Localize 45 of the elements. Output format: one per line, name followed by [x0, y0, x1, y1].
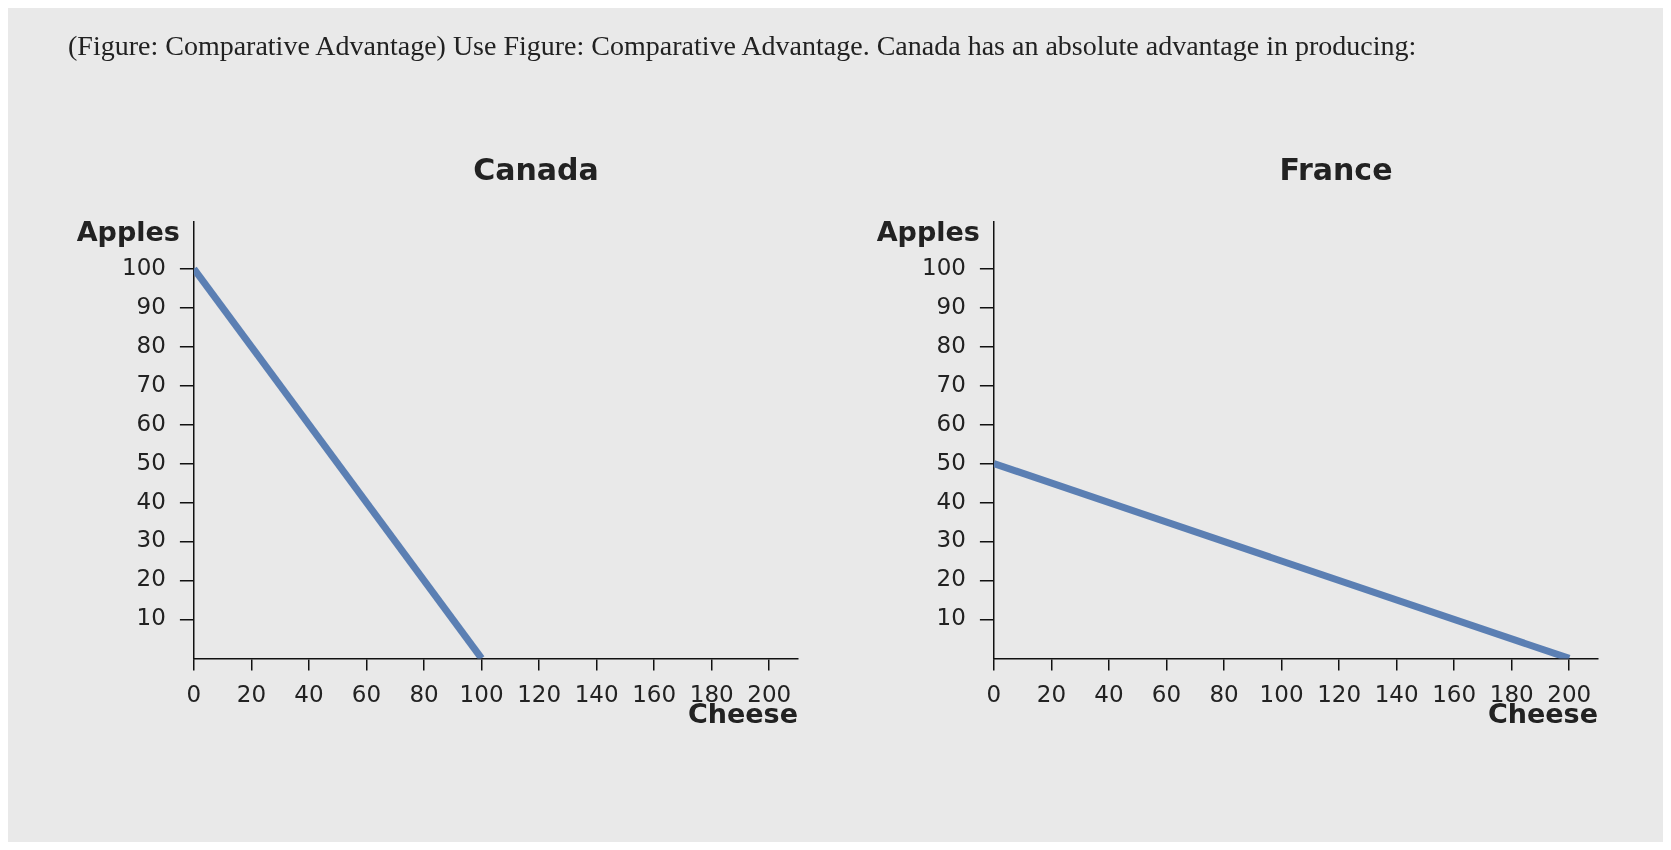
y-tick-label: 100	[121, 253, 166, 280]
y-tick-label: 80	[936, 331, 966, 358]
chart-title: Canada	[473, 151, 599, 187]
y-tick-label: 40	[936, 487, 966, 514]
x-tick-label: 160	[632, 681, 677, 708]
y-tick-label: 100	[921, 253, 966, 280]
x-tick-label: 100	[459, 681, 504, 708]
chart-title: France	[1279, 151, 1393, 187]
y-tick-label: 40	[136, 487, 166, 514]
x-tick-label: 140	[1374, 681, 1419, 708]
y-axis-title: Apples	[876, 216, 980, 248]
x-tick-label: 20	[1036, 681, 1067, 708]
y-tick-label: 50	[136, 448, 166, 475]
y-tick-label: 60	[936, 409, 966, 436]
x-tick-label: 80	[1209, 681, 1239, 708]
x-tick-label: 60	[351, 681, 382, 708]
x-tick-label: 140	[574, 681, 619, 708]
y-tick-label: 20	[136, 565, 166, 592]
x-tick-label: 100	[1259, 681, 1304, 708]
x-tick-label: 60	[1151, 681, 1182, 708]
x-tick-label: 120	[1317, 681, 1362, 708]
x-tick-label: 200	[1547, 681, 1592, 708]
x-tick-label: 0	[186, 681, 202, 708]
y-tick-label: 60	[136, 409, 166, 436]
y-tick-label: 50	[936, 448, 966, 475]
text: (Figure: Comparative Advantage) Use Figure: Comparative Advantage. Canada has an absolute advantage in producing:	[67, 29, 1418, 62]
y-tick-label: 90	[136, 292, 166, 319]
y-tick-label: 90	[936, 292, 966, 319]
y-tick-label: 70	[136, 370, 166, 397]
x-tick-label: 200	[747, 681, 792, 708]
x-tick-label: 80	[409, 681, 439, 708]
x-tick-label: 20	[236, 681, 267, 708]
x-tick-label: 40	[1094, 681, 1124, 708]
x-tick-label: 40	[294, 681, 324, 708]
x-tick-label: 120	[517, 681, 562, 708]
y-axis-title: Apples	[76, 216, 180, 248]
y-tick-label: 70	[936, 370, 966, 397]
y-tick-label: 80	[136, 331, 166, 358]
y-tick-label: 30	[136, 526, 166, 553]
y-tick-label: 10	[936, 604, 966, 631]
x-tick-label: 160	[1432, 681, 1477, 708]
y-tick-label: 30	[936, 526, 966, 553]
y-tick-label: 20	[936, 565, 966, 592]
x-tick-label: 0	[986, 681, 1002, 708]
y-tick-label: 10	[136, 604, 166, 631]
